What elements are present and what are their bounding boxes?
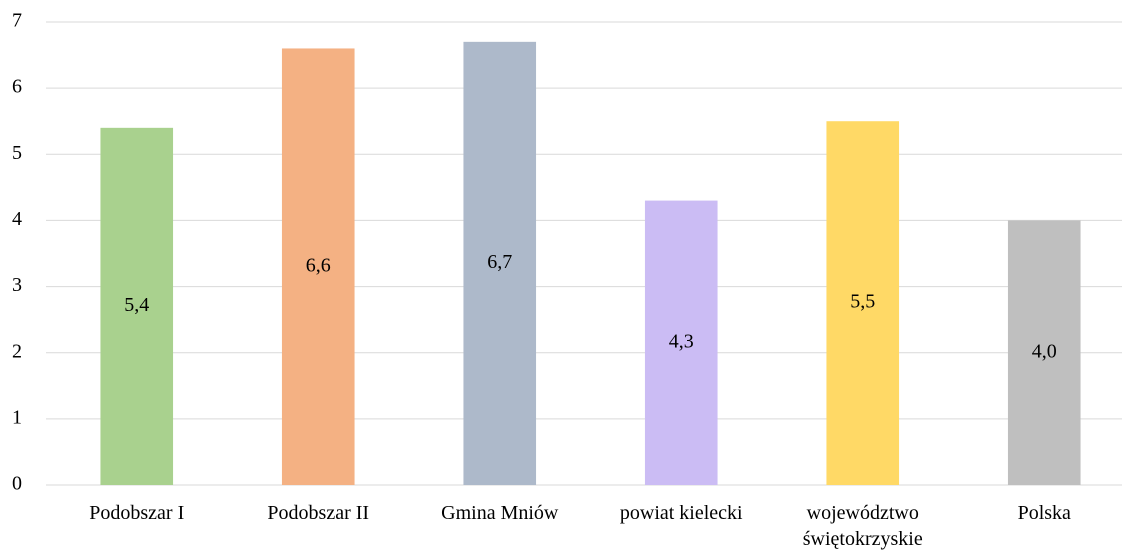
bar <box>644 200 718 486</box>
bar <box>1007 220 1081 485</box>
bar <box>281 48 355 485</box>
y-tick-label: 2 <box>12 340 22 362</box>
x-tick-label: Podobszar I <box>89 502 185 524</box>
data-label: 5,5 <box>850 291 875 313</box>
y-tick-label: 0 <box>12 473 22 495</box>
bar <box>100 127 174 485</box>
data-label: 5,4 <box>124 294 149 316</box>
data-label: 6,6 <box>306 254 331 276</box>
data-label: 4,0 <box>1032 340 1057 362</box>
data-label: 4,3 <box>669 330 694 352</box>
x-tick-label: województwo świętokrzyskie <box>802 502 923 550</box>
x-tick-label: Polska <box>1017 502 1071 524</box>
data-label: 6,7 <box>487 251 512 273</box>
x-tick-label: Gmina Mniów <box>441 502 559 524</box>
y-tick-label: 1 <box>12 406 22 428</box>
y-tick-label: 7 <box>12 10 22 32</box>
bar <box>463 41 537 485</box>
x-tick-label: powiat kielecki <box>619 502 743 524</box>
y-tick-label: 5 <box>12 142 22 164</box>
y-tick-label: 3 <box>12 274 22 296</box>
y-tick-label: 4 <box>12 208 22 230</box>
bar <box>826 121 900 485</box>
x-tick-label: Podobszar II <box>267 502 370 524</box>
y-tick-label: 6 <box>12 76 22 98</box>
